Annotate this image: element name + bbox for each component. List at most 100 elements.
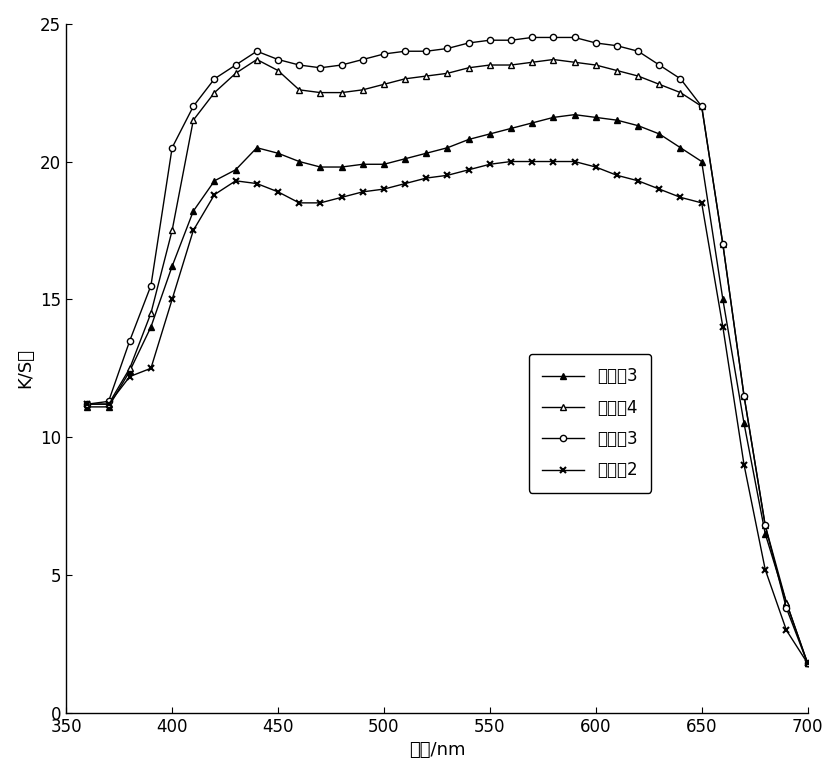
对比体2 (188, 226, 198, 235)
实施体4 (358, 85, 368, 95)
Y-axis label: K/S值: K/S值 (17, 348, 34, 388)
对比体2 (252, 179, 262, 189)
实施体3 (443, 43, 453, 53)
实施体4 (654, 80, 664, 89)
对比体3 (337, 162, 347, 171)
对比体2 (718, 322, 728, 331)
实施体4 (802, 659, 812, 668)
实施体3 (485, 36, 495, 45)
实施体3 (337, 61, 347, 70)
Line: 实施体4: 实施体4 (84, 57, 811, 667)
对比体3 (231, 165, 241, 175)
对比体2 (591, 162, 601, 171)
对比体3 (485, 130, 495, 139)
对比体3 (464, 135, 474, 144)
对比体2 (124, 372, 134, 381)
对比体3 (209, 176, 219, 185)
实施体4 (422, 71, 432, 81)
对比体2 (294, 198, 304, 207)
对比体3 (802, 659, 812, 668)
对比体2 (549, 157, 559, 166)
对比体3 (294, 157, 304, 166)
实施体4 (528, 57, 538, 67)
对比体2 (422, 173, 432, 182)
对比体2 (443, 171, 453, 180)
对比体3 (252, 143, 262, 152)
对比体2 (464, 165, 474, 175)
实施体3 (209, 74, 219, 84)
实施体3 (654, 61, 664, 70)
对比体3 (612, 116, 622, 125)
对比体3 (315, 162, 325, 171)
实施体4 (188, 116, 198, 125)
对比体3 (570, 110, 580, 120)
Legend: 对比体3, 实施体4, 实施体3, 对比体2: 对比体3, 实施体4, 实施体3, 对比体2 (528, 354, 651, 493)
实施体4 (400, 74, 410, 84)
对比体2 (781, 625, 791, 635)
对比体3 (760, 529, 770, 539)
实施体3 (231, 61, 241, 70)
实施体4 (739, 391, 749, 400)
实施体4 (570, 57, 580, 67)
对比体2 (358, 187, 368, 196)
对比体3 (675, 143, 685, 152)
实施体4 (124, 364, 134, 373)
对比体2 (675, 192, 685, 202)
对比体2 (315, 198, 325, 207)
对比体2 (570, 157, 580, 166)
实施体3 (400, 47, 410, 56)
实施体4 (781, 598, 791, 608)
实施体3 (506, 36, 516, 45)
实施体4 (718, 240, 728, 249)
对比体3 (591, 113, 601, 122)
实施体3 (781, 604, 791, 613)
实施体4 (209, 88, 219, 97)
实施体3 (103, 397, 113, 406)
对比体3 (146, 322, 156, 331)
对比体3 (781, 598, 791, 608)
实施体3 (528, 33, 538, 42)
对比体3 (379, 160, 389, 169)
对比体3 (82, 402, 92, 411)
对比体2 (528, 157, 538, 166)
实施体3 (802, 659, 812, 668)
实施体4 (675, 88, 685, 97)
实施体4 (443, 68, 453, 78)
对比体3 (654, 130, 664, 139)
实施体3 (612, 41, 622, 50)
实施体3 (379, 50, 389, 59)
实施体4 (464, 63, 474, 72)
实施体3 (633, 47, 643, 56)
对比体3 (124, 366, 134, 376)
实施体4 (337, 88, 347, 97)
对比体2 (337, 192, 347, 202)
对比体2 (273, 187, 283, 196)
实施体4 (231, 68, 241, 78)
对比体2 (167, 295, 177, 304)
对比体3 (528, 118, 538, 127)
实施体3 (82, 400, 92, 409)
对比体2 (654, 185, 664, 194)
实施体4 (294, 85, 304, 95)
对比体2 (739, 460, 749, 469)
实施体4 (696, 102, 706, 111)
对比体3 (739, 419, 749, 428)
对比体2 (485, 160, 495, 169)
实施体3 (358, 55, 368, 64)
对比体3 (400, 154, 410, 164)
实施体4 (633, 71, 643, 81)
对比体2 (802, 659, 812, 668)
实施体3 (124, 336, 134, 345)
实施体3 (315, 63, 325, 72)
对比体2 (760, 565, 770, 574)
对比体3 (188, 206, 198, 216)
实施体3 (294, 61, 304, 70)
对比体3 (422, 148, 432, 158)
实施体4 (485, 61, 495, 70)
对比体2 (103, 400, 113, 409)
对比体3 (358, 160, 368, 169)
对比体2 (209, 190, 219, 199)
对比体2 (400, 179, 410, 189)
实施体3 (739, 391, 749, 400)
对比体2 (231, 176, 241, 185)
